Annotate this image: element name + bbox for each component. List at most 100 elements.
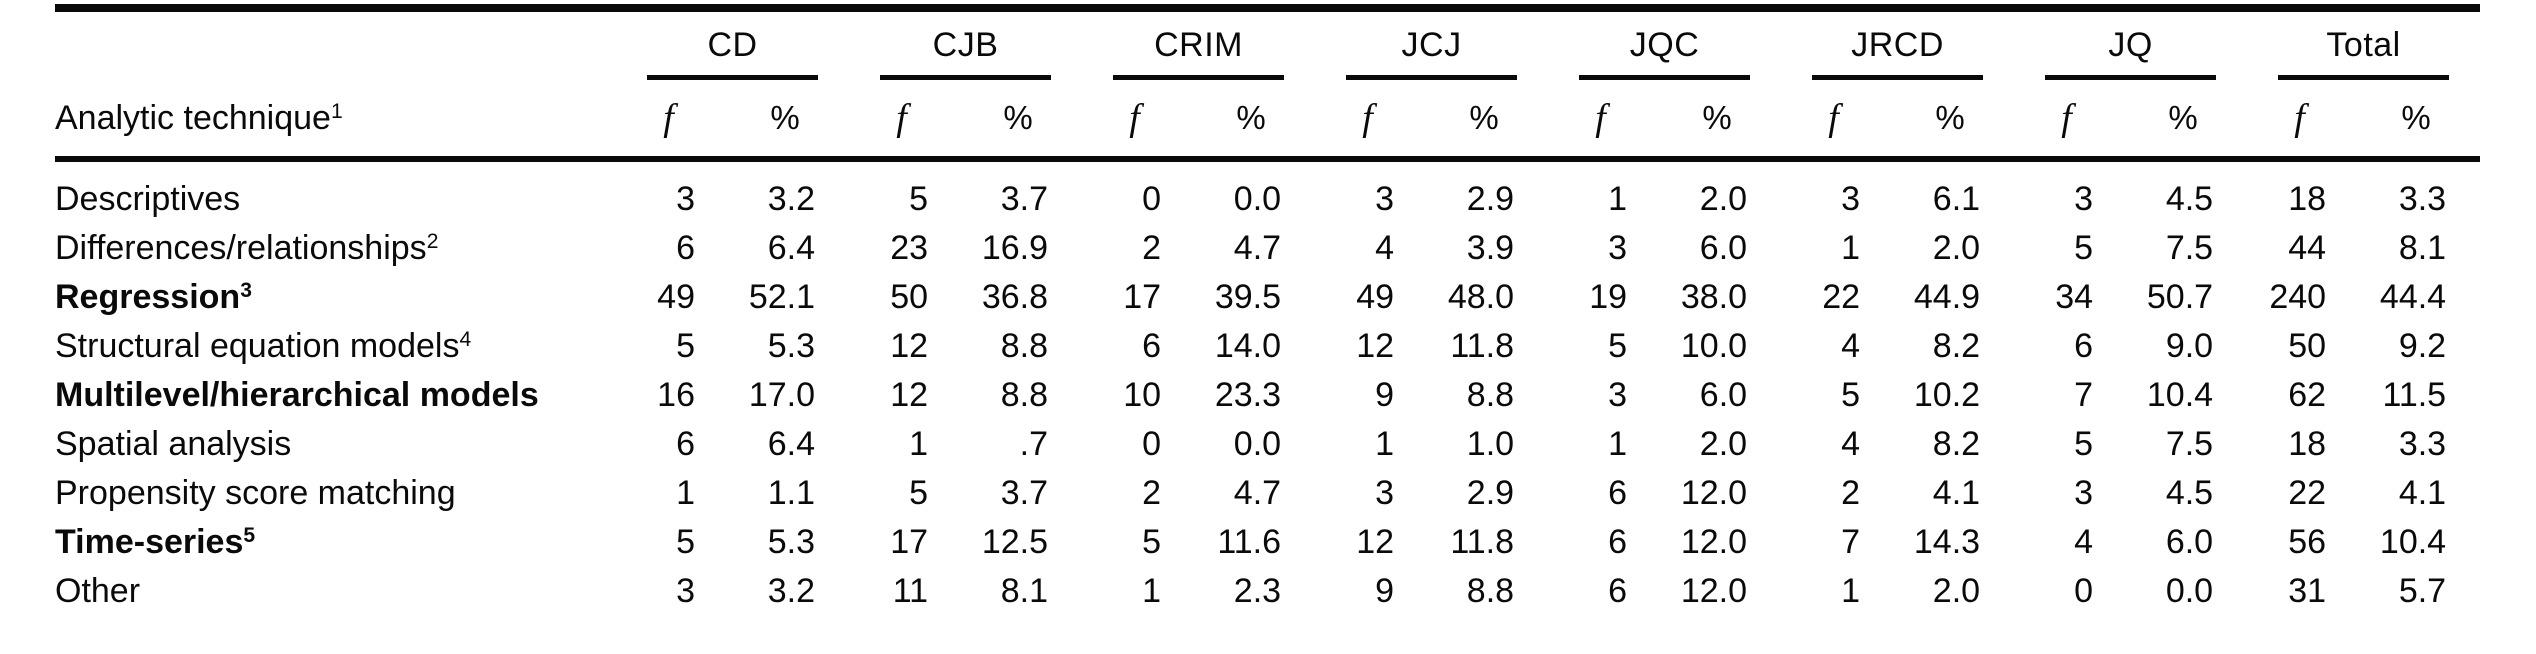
subcol-f-header: f [849, 80, 955, 162]
table-cell: 23.3 [1214, 376, 1282, 414]
table-row-regression: Regression3 49 52.1 50 36.8 17 39.5 49 4… [55, 273, 2480, 322]
subcol-pct-header: % [1653, 80, 1782, 162]
table-cell: 7 [1841, 523, 1861, 561]
table-cell: 22 [1822, 278, 1861, 316]
table-cell: 17 [890, 523, 929, 561]
table-cell: 8.1 [1000, 572, 1049, 610]
table-row-other: Other 3 3.2 11 8.1 1 2.3 9 8.8 6 12.0 1 … [55, 567, 2480, 616]
table-row-multilevel-hierarchical-models: Multilevel/hierarchical models 16 17.0 1… [55, 371, 2480, 420]
table-cell: 52.1 [748, 278, 816, 316]
table-cell: 3 [676, 180, 695, 218]
table-cell: 9.0 [2165, 327, 2214, 365]
table-cell: 3.3 [2398, 180, 2447, 218]
subcolumn-header-row: Analytic technique1 f % f % f % f % f % … [55, 80, 2481, 162]
table-cell: 3.7 [1000, 180, 1049, 218]
column-group-crim: CRIM [1082, 8, 1315, 80]
subcol-pct-header: % [721, 80, 850, 162]
table-cell: 0.0 [2165, 572, 2214, 610]
table-cell: 4.1 [2398, 474, 2447, 512]
table-cell: 3.9 [1466, 229, 1515, 267]
table-cell: 5 [1608, 327, 1628, 365]
table-cell: 49 [657, 278, 695, 316]
subcol-f-header: f [2247, 80, 2353, 162]
footnote-mark: 4 [459, 328, 472, 352]
row-label: Spatial analysis [55, 425, 292, 463]
row-label: Time-series5 [55, 523, 256, 561]
table-cell: 10.0 [1680, 327, 1748, 365]
table-cell: 16.9 [981, 229, 1049, 267]
table-cell: 56 [2288, 523, 2327, 561]
table-cell: 8.2 [1932, 327, 1981, 365]
table-cell: 3 [2074, 474, 2094, 512]
table-cell: 1 [1375, 425, 1395, 463]
table-cell: 6 [1608, 523, 1628, 561]
column-group-jrcd: JRCD [1781, 8, 2014, 80]
table-cell: 1 [909, 425, 929, 463]
row-header-title: Analytic technique1 [55, 80, 616, 162]
table-cell: 34 [2055, 278, 2094, 316]
column-group-header-row: CD CJB CRIM JCJ JQC JRCD JQ Total [55, 8, 2480, 80]
table-cell: 14.0 [1214, 327, 1282, 365]
table-cell: 36.8 [981, 278, 1049, 316]
table-cell: 5.3 [767, 523, 816, 561]
column-group-label: JQ [2045, 26, 2217, 80]
table-cell: 16 [657, 376, 695, 414]
table-cell: .7 [1019, 425, 1049, 463]
table-cell: 4 [2074, 523, 2094, 561]
table-cell: 2 [1142, 229, 1162, 267]
table-cell: 11.8 [1450, 327, 1515, 365]
table-cell: 1 [676, 474, 695, 512]
table-cell: 18 [2288, 180, 2327, 218]
table-row-descriptives: Descriptives 3 3.2 5 3.7 0 0.0 3 2.9 1 2… [55, 159, 2480, 224]
table-cell: 2.9 [1466, 474, 1515, 512]
table-cell: 6.0 [2165, 523, 2214, 561]
subcol-f-header: f [1781, 80, 1887, 162]
table-cell: 4 [1841, 327, 1861, 365]
column-group-jqc: JQC [1548, 8, 1781, 80]
table-cell: 7 [2074, 376, 2094, 414]
column-group-jcj: JCJ [1315, 8, 1548, 80]
table-row-propensity-score-matching: Propensity score matching 1 1.1 5 3.7 2 … [55, 469, 2480, 518]
footnote-mark: 5 [243, 524, 256, 548]
table-cell: 4 [1375, 229, 1395, 267]
column-group-label: JRCD [1812, 26, 1984, 80]
row-label: Differences/relationships2 [55, 229, 439, 267]
table-cell: 3.2 [767, 572, 816, 610]
table-cell: 50.7 [2146, 278, 2214, 316]
row-label: Structural equation models4 [55, 327, 472, 365]
table-cell: 8.8 [1000, 376, 1049, 414]
table-cell: 6 [676, 425, 695, 463]
table-cell: 0.0 [1233, 180, 1282, 218]
row-label: Multilevel/hierarchical models [55, 376, 539, 414]
row-header-footnote-mark: 1 [330, 99, 343, 123]
table-cell: 2.9 [1466, 180, 1515, 218]
column-group-cd: CD [616, 8, 849, 80]
table-cell: 5 [2074, 229, 2094, 267]
table-cell: 4.7 [1233, 474, 1282, 512]
table-row-time-series: Time-series5 5 5.3 17 12.5 5 11.6 12 11.… [55, 518, 2480, 567]
table-cell: 4 [1841, 425, 1861, 463]
table-cell: 12 [890, 376, 929, 414]
subcol-f-header: f [616, 80, 721, 162]
table-cell: 23 [890, 229, 929, 267]
table-cell: 6 [676, 229, 695, 267]
column-group-label: CRIM [1113, 26, 1285, 80]
analytic-technique-table: CD CJB CRIM JCJ JQC JRCD JQ Total Analyt… [55, 4, 2481, 616]
table-cell: 2.0 [1699, 425, 1748, 463]
table-cell: 0 [1142, 425, 1162, 463]
table-cell: 5.3 [767, 327, 816, 365]
table-cell: 1 [1142, 572, 1162, 610]
table-cell: 38.0 [1680, 278, 1748, 316]
table-cell: 2.3 [1233, 572, 1282, 610]
table-cell: 12.0 [1680, 523, 1748, 561]
table-cell: 5 [1142, 523, 1162, 561]
table-cell: 11.6 [1217, 523, 1282, 561]
table-cell: 48.0 [1447, 278, 1515, 316]
table-cell: 8.8 [1466, 572, 1515, 610]
subcol-f-header: f [1548, 80, 1654, 162]
table-row-spatial-analysis: Spatial analysis 6 6.4 1 .7 0 0.0 1 1.0 … [55, 420, 2480, 469]
table-cell: 1.0 [1466, 425, 1515, 463]
table-cell: 49 [1356, 278, 1395, 316]
table-cell: 8.8 [1000, 327, 1049, 365]
